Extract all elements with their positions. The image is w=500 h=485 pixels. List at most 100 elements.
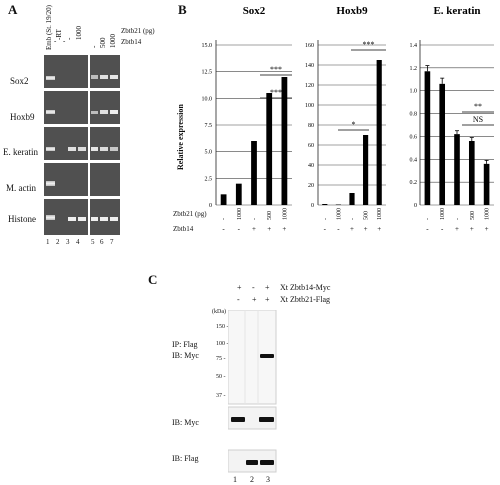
y-tick-label: 1.4 xyxy=(410,43,418,49)
bar xyxy=(376,60,382,205)
gel-hoxb9 xyxy=(44,91,120,124)
y-tick-label: 0.8 xyxy=(410,112,418,118)
zbtb21-dose: - xyxy=(455,218,461,220)
bar xyxy=(235,183,242,205)
y-tick-label: 0 xyxy=(414,203,417,209)
ib-myc-label-2: IB: Myc xyxy=(172,418,199,427)
band xyxy=(231,417,245,422)
chart-title-2: Hoxb9 xyxy=(336,5,368,17)
kda-label: (kDa) xyxy=(212,309,226,315)
sign: + xyxy=(265,283,270,292)
bar xyxy=(281,77,288,205)
zbtb21-header: Zbtb21 (pg) xyxy=(121,27,155,35)
gel-images xyxy=(44,55,120,235)
band xyxy=(68,217,76,221)
band xyxy=(110,217,118,221)
significance-label: ** xyxy=(474,102,482,111)
lane-number-a-5: 5 xyxy=(91,238,95,246)
y-tick-label: 0 xyxy=(311,203,314,209)
lane-number-a-6: 6 xyxy=(100,238,104,246)
zbtb14-sign: + xyxy=(267,225,271,233)
zbtb21-dose: - xyxy=(222,218,228,220)
y-tick-label: 160 xyxy=(305,43,314,49)
band xyxy=(91,75,98,79)
y-tick-label: 10.0 xyxy=(202,96,213,102)
zbtb14-sign: - xyxy=(324,225,327,233)
band xyxy=(100,217,108,221)
band xyxy=(260,354,274,358)
ip-flag-label: IP: Flag xyxy=(172,340,198,349)
zbtb14-mark-2: - xyxy=(63,37,66,45)
row-label-histone: Histone xyxy=(8,214,36,224)
lane-number-c-3: 3 xyxy=(266,475,270,484)
y-tick-label: 120 xyxy=(305,83,314,89)
bar xyxy=(439,83,446,205)
row-label-mactin: M. actin xyxy=(6,183,36,193)
sign: + xyxy=(265,295,270,304)
zbtb14-sign: + xyxy=(364,225,368,233)
y-tick-label: 2.5 xyxy=(205,176,213,182)
y-tick-label: 0 xyxy=(209,203,212,209)
marker-100: 100 - xyxy=(216,341,229,347)
lane-number-c-2: 2 xyxy=(250,475,254,484)
band xyxy=(110,110,118,114)
lane-number-a-2: 2 xyxy=(56,238,60,246)
band xyxy=(259,417,274,422)
bar xyxy=(468,141,475,205)
bar xyxy=(483,163,490,205)
zbtb21-dose: 1000 xyxy=(336,208,342,220)
significance-label: *** xyxy=(363,40,375,49)
y-tick-label: 40 xyxy=(308,163,314,169)
zbtb21-dose: 1000 xyxy=(237,208,243,220)
zbtb14-sign: + xyxy=(470,225,474,233)
bar xyxy=(266,93,273,205)
significance-label: *** xyxy=(270,65,282,74)
chart-title-1: Sox2 xyxy=(243,5,266,17)
y-tick-label: 15.0 xyxy=(202,43,213,49)
bar xyxy=(220,194,227,205)
y-tick-label: 1.0 xyxy=(410,89,418,95)
significance-label: NS xyxy=(473,115,483,124)
band xyxy=(78,217,86,221)
y-tick-label: 5.0 xyxy=(205,150,213,156)
y-tick-label: 140 xyxy=(305,63,314,69)
panel-b-label: B xyxy=(178,2,187,17)
band xyxy=(100,110,108,114)
band xyxy=(246,460,258,465)
zbtb21-dose: - xyxy=(350,218,356,220)
zbtb21-dose: - xyxy=(323,218,329,220)
zbtb14-sign: - xyxy=(337,225,340,233)
y-tick-label: 1.2 xyxy=(410,66,418,72)
row-label-zbtb21: Zbtb21 (pg) xyxy=(173,210,207,218)
row-label-ekeratin: E. keratin xyxy=(3,147,38,157)
band xyxy=(260,460,274,465)
zbtb21-dose: 1000 xyxy=(440,208,446,220)
chart-title-3: E. keratin xyxy=(433,5,480,17)
zbtb14-sign: - xyxy=(426,225,429,233)
zbtb14-mark-1: - xyxy=(54,37,57,45)
zbtb21-dose: 500 xyxy=(364,211,370,220)
y-tick-label: 80 xyxy=(308,123,314,129)
zbtb21-dose: 500 xyxy=(267,211,273,220)
y-tick-label: 12.5 xyxy=(202,70,213,76)
bar xyxy=(454,134,460,205)
band xyxy=(46,76,55,80)
band xyxy=(78,147,86,151)
marker-37: 37 - xyxy=(216,393,226,399)
zbtb14-sign: - xyxy=(238,225,241,233)
band xyxy=(91,147,98,151)
band xyxy=(110,147,118,151)
gel-sox2 xyxy=(44,55,120,88)
zbtb21-dose: 1000 xyxy=(377,208,383,220)
sign: - xyxy=(252,283,255,292)
band xyxy=(46,110,55,114)
ib-myc-label-1: IB: Myc xyxy=(172,351,199,360)
bar xyxy=(424,71,431,206)
band xyxy=(100,75,108,79)
zbtb14-sign: + xyxy=(282,225,286,233)
significance-label: * xyxy=(352,120,356,129)
lane-number-a-4: 4 xyxy=(76,238,80,246)
y-tick-label: 0.2 xyxy=(410,180,418,186)
y-tick-label: 100 xyxy=(305,103,314,109)
sign: - xyxy=(237,295,240,304)
